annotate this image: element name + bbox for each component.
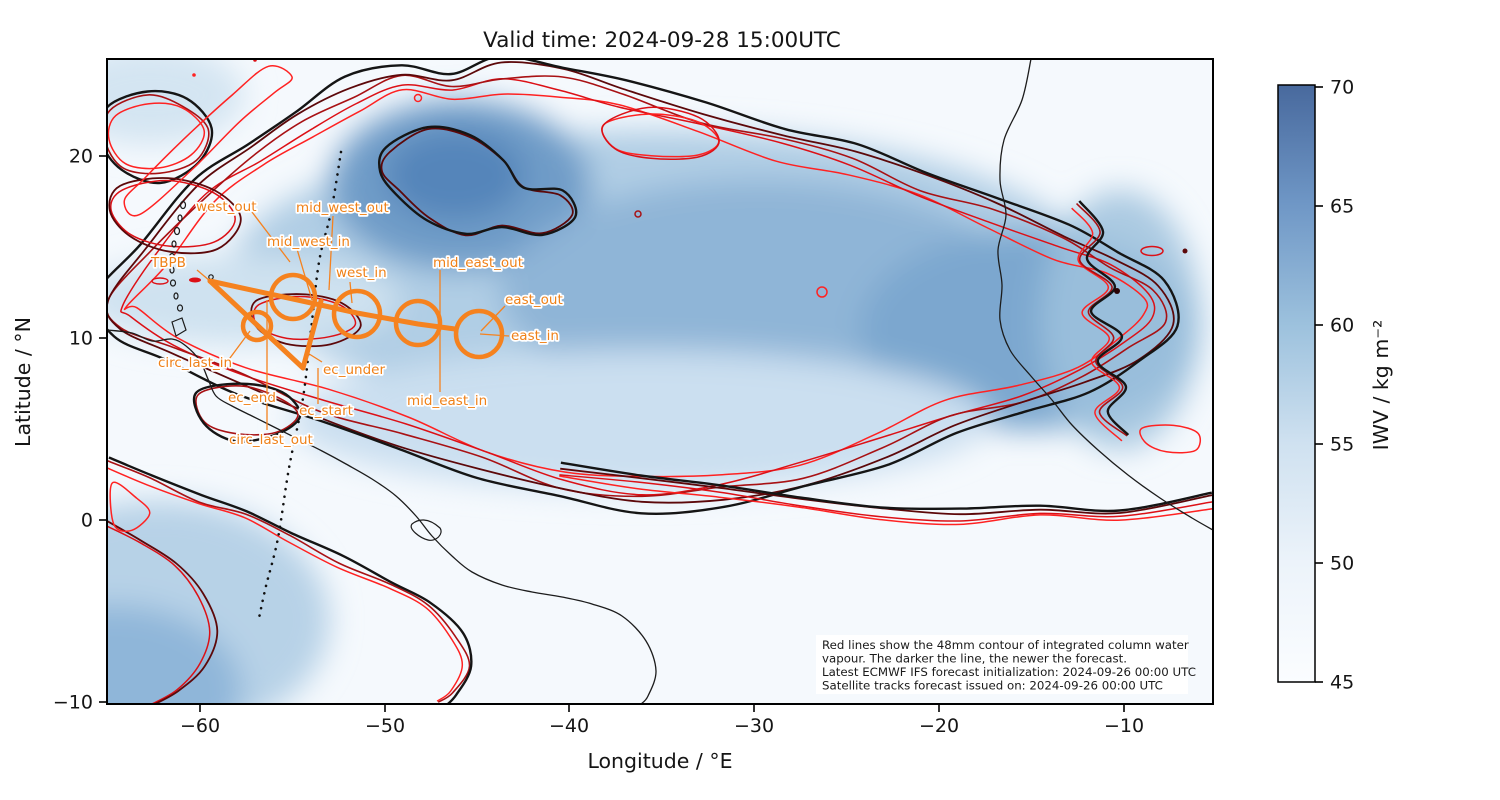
island-dots xyxy=(168,200,442,541)
annotation-line-2: vapour. The darker the line, the newer t… xyxy=(822,652,1127,666)
x-tick-label: −60 xyxy=(180,715,220,737)
label-mid-west-in: mid_west_in xyxy=(267,234,350,250)
figure-title: Valid time: 2024-09-28 15:00UTC xyxy=(483,28,841,53)
iwv-48mm-contour-lines xyxy=(107,59,1213,704)
annotation-box: Red lines show the 48mm contour of integ… xyxy=(816,635,1196,694)
colorbar-tick-label: 70 xyxy=(1330,77,1354,99)
annotation-line-1: Red lines show the 48mm contour of integ… xyxy=(822,638,1189,652)
flight-track-legs xyxy=(207,278,458,371)
label-west-in: west_in xyxy=(336,265,387,281)
y-axis: 20 10 0 −10 Latitude / °N xyxy=(11,146,107,714)
y-tick-marks xyxy=(99,155,107,703)
iwv-shading xyxy=(107,59,1200,704)
x-tick-marks xyxy=(199,704,1125,712)
y-axis-label: Latitude / °N xyxy=(11,317,35,447)
colorbar-tick-label: 50 xyxy=(1330,553,1354,575)
label-west-out: west_out xyxy=(196,199,257,215)
colorbar-tick-label: 60 xyxy=(1330,315,1354,337)
x-axis: −60 −50 −40 −30 −20 −10 Longitude / °E xyxy=(180,704,1144,773)
x-tick-label: −30 xyxy=(734,715,774,737)
annotation-line-4: Satellite tracks forecast issued on: 202… xyxy=(822,679,1163,693)
label-ec-end: ec_end xyxy=(228,390,276,406)
label-circ-last-in: circ_last_in xyxy=(158,355,232,371)
colorbar-tick-label: 55 xyxy=(1330,434,1354,456)
label-ec-under: ec_under xyxy=(323,362,385,378)
label-circ-last-out: circ_last_out xyxy=(229,432,313,448)
label-ec-start: ec_start xyxy=(299,403,353,419)
map-area: west_out mid_west_out mid_west_in TBPB w… xyxy=(107,59,1213,704)
satellite-track-dotted xyxy=(257,150,343,620)
y-tick-label: 20 xyxy=(69,146,93,168)
y-tick-label: −10 xyxy=(53,692,93,714)
colorbar-tick-label: 45 xyxy=(1330,672,1354,694)
contour-specks xyxy=(151,59,1188,298)
x-tick-label: −20 xyxy=(919,715,959,737)
annotation-line-3: Latest ECMWF IFS forecast initialization… xyxy=(822,665,1196,679)
label-mid-east-in: mid_east_in xyxy=(407,393,487,409)
plot-border xyxy=(106,58,1214,705)
x-axis-label: Longitude / °E xyxy=(587,749,732,773)
colorbar-tick-marks xyxy=(1315,86,1323,683)
x-tick-label: −50 xyxy=(365,715,405,737)
label-tbpb: TBPB xyxy=(150,255,186,271)
label-mid-west-out: mid_west_out xyxy=(296,200,389,216)
colorbar-label: IWV / kg m⁻² xyxy=(1369,320,1393,451)
label-east-out: east_out xyxy=(505,292,563,308)
colorbar: 70 65 60 55 50 45 IWV / kg m⁻² xyxy=(1277,77,1393,694)
flight-track xyxy=(196,211,510,430)
label-leader-lines xyxy=(196,211,510,430)
annotation-background xyxy=(816,635,1188,694)
x-tick-label: −40 xyxy=(549,715,589,737)
colorbar-tick-label: 65 xyxy=(1330,196,1354,218)
y-tick-label: 10 xyxy=(69,328,93,350)
label-east-in: east_in xyxy=(511,328,559,344)
x-tick-label: −10 xyxy=(1104,715,1144,737)
y-tick-label: 0 xyxy=(81,510,93,532)
colorbar-gradient xyxy=(1277,84,1316,683)
flight-track-labels: west_out mid_west_out mid_west_in TBPB w… xyxy=(148,197,564,449)
label-mid-east-out: mid_east_out xyxy=(433,255,523,271)
coastlines xyxy=(107,59,1213,704)
